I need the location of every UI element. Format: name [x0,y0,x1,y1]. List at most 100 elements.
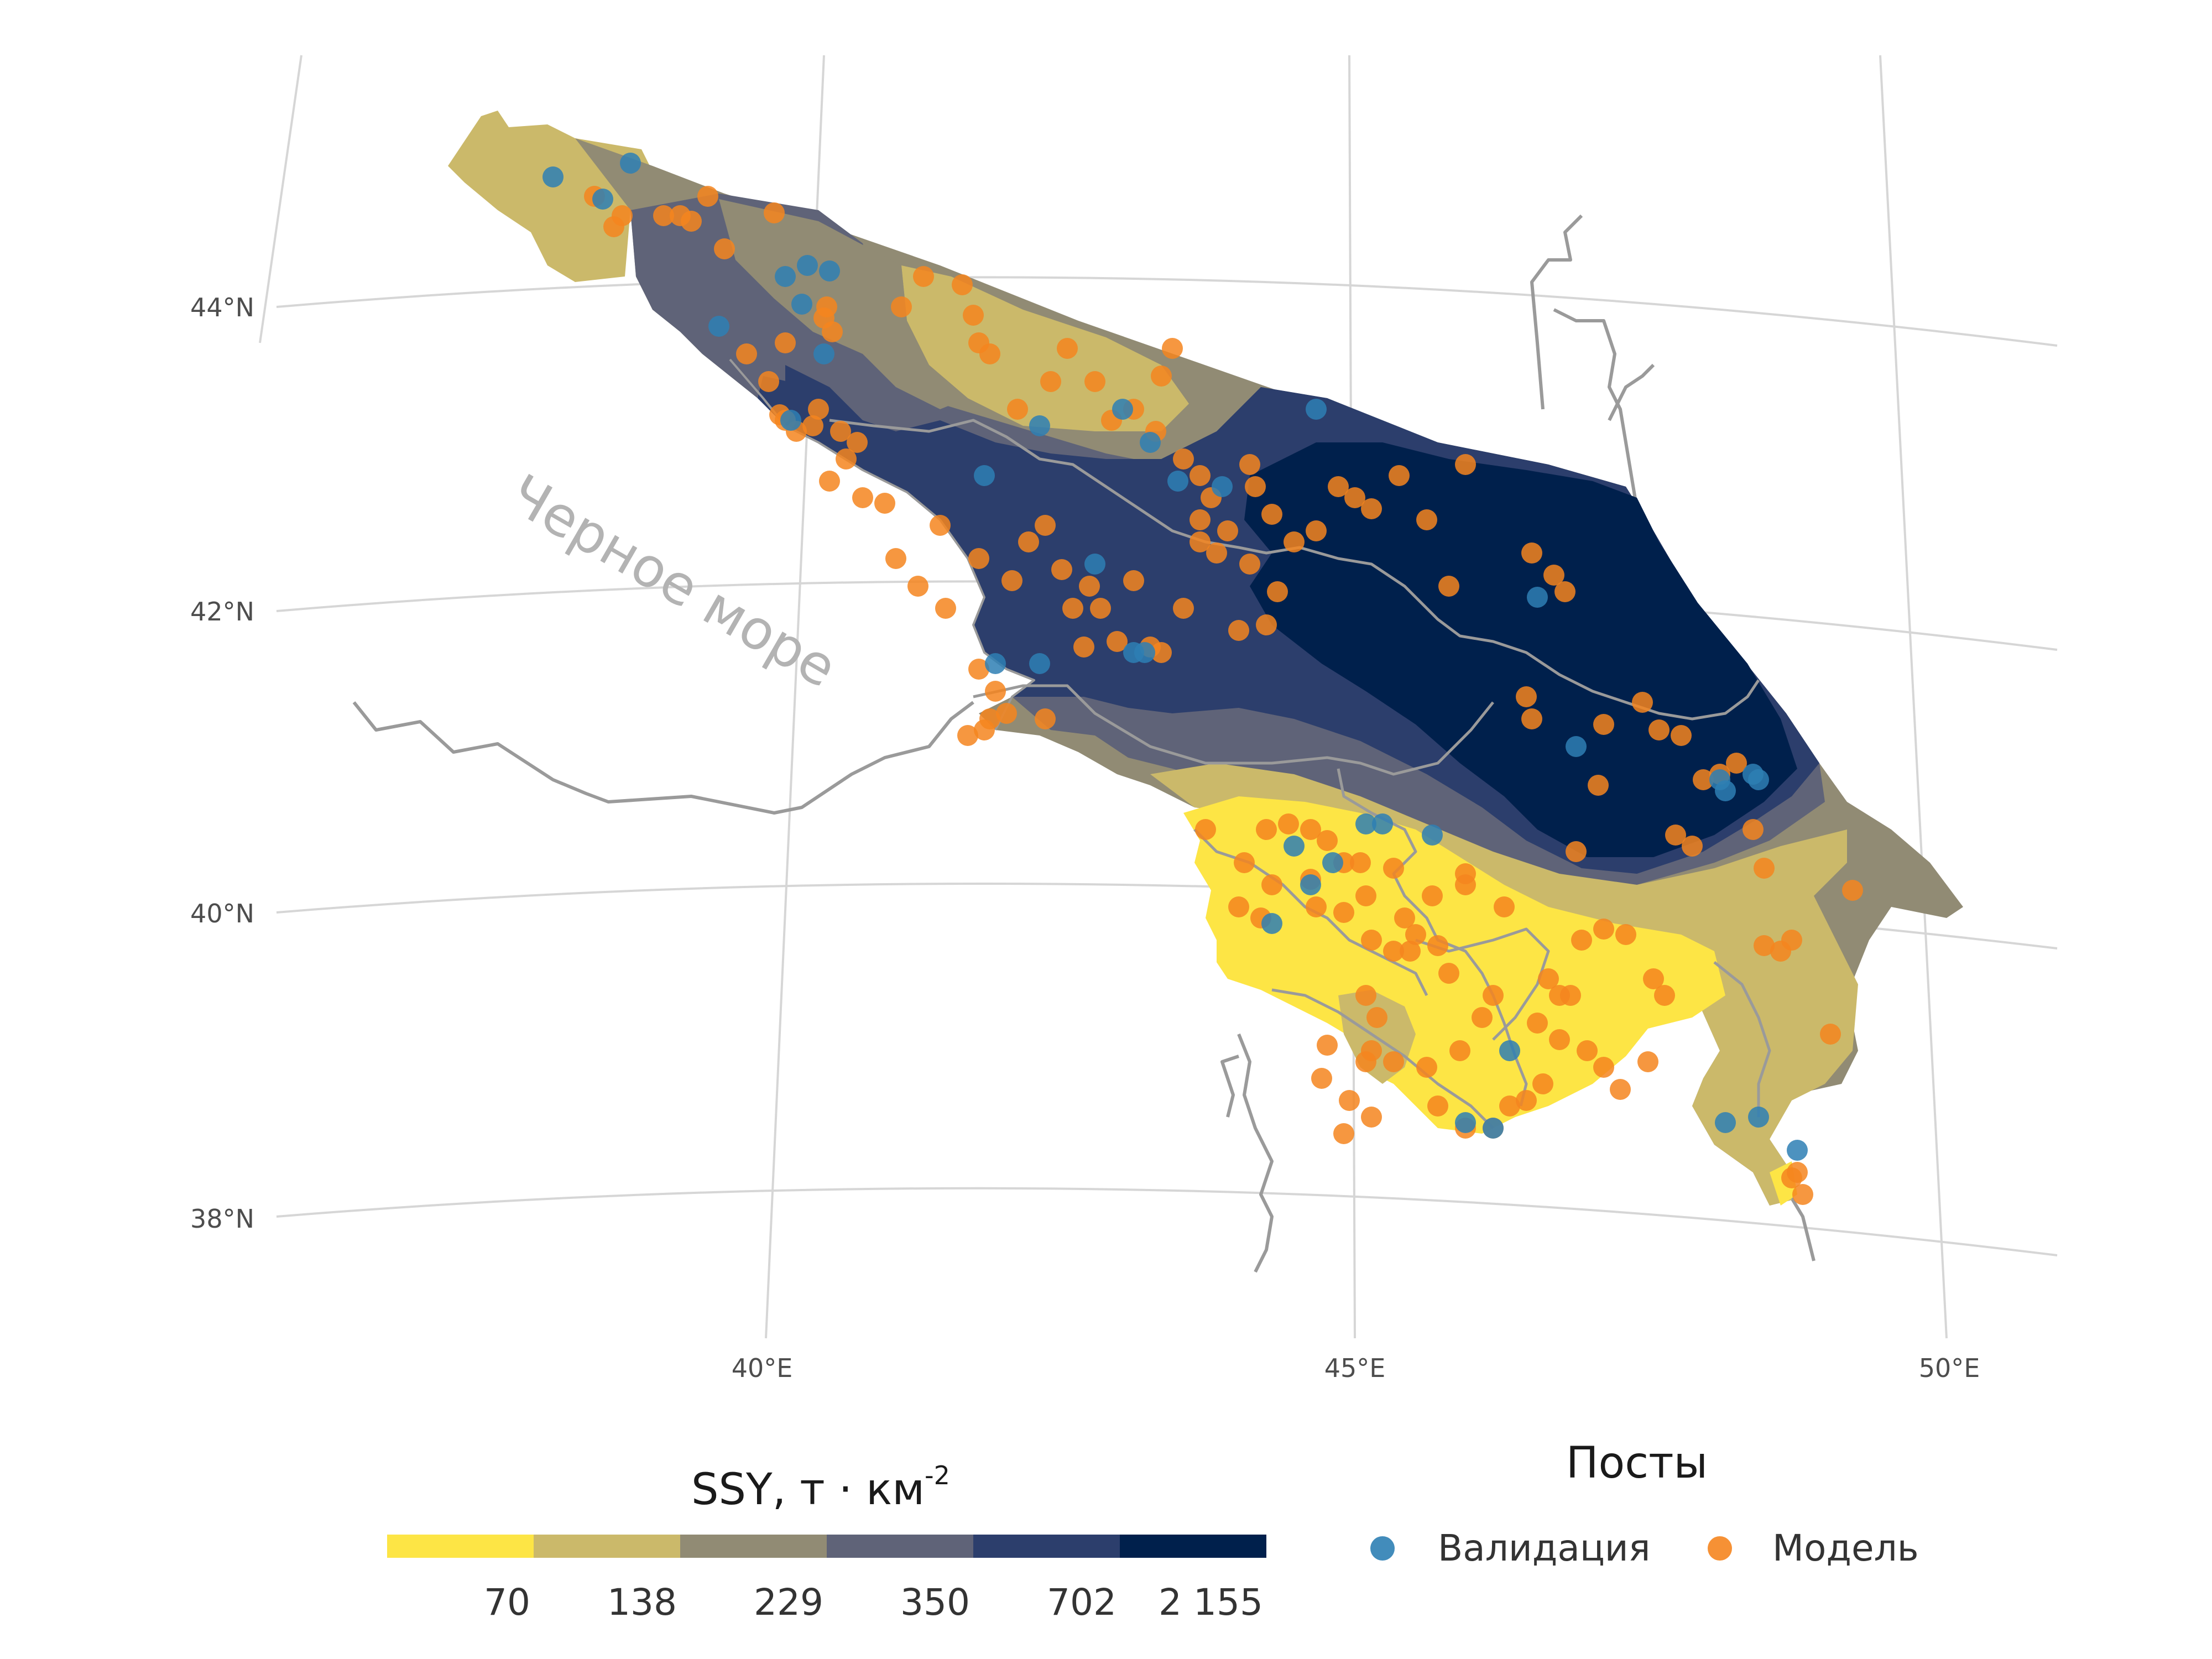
lon-label-40: 40°E [732,1353,793,1383]
karabakh-border [1415,927,1550,1041]
model-legend-marker [1708,1536,1732,1561]
validation-station-point [542,166,564,187]
black-sea-label: Черное море [499,463,847,701]
axis-labels: 44°N 42°N 40°N 38°N 40°E 45°E 50°E [190,293,1980,1383]
model-station-point [1422,885,1443,906]
model-station-point [1084,371,1105,392]
model-station-point [847,432,868,453]
validation-station-point [1422,825,1443,846]
validation-station-point [1715,1112,1736,1133]
validation-station-point [1455,1112,1476,1133]
turkey-coast-border [352,701,974,815]
model-station-point [1516,1090,1537,1111]
model-station-point [1588,775,1609,796]
model-station-point [1361,1040,1382,1061]
ssy-legend-title: SSY, т · км-2 [691,1460,950,1515]
model-station-point [1001,570,1022,591]
model-station-point [758,371,779,392]
validation-station-point [1084,554,1105,575]
model-station-point [1217,520,1238,541]
model-station-point [1206,542,1227,564]
model-station-point [653,205,674,226]
model-station-point [1383,941,1404,962]
model-station-point [1527,1013,1548,1034]
model-station-point [1693,769,1714,790]
model-station-point [963,305,984,326]
model-station-point [1389,465,1410,486]
model-station-point [1079,576,1100,597]
model-station-point [1007,399,1028,420]
model-station-point [1306,520,1327,541]
model-station-point [775,332,796,353]
model-station-point [1355,985,1376,1006]
model-station-point [764,202,785,223]
model-station-point [681,211,702,232]
validation-legend-marker [1370,1536,1395,1561]
model-station-point [1516,686,1537,707]
model-station-point [1173,448,1194,469]
model-station-point [1333,1123,1354,1144]
ssy-swatch-1 [534,1535,680,1558]
model-station-point [1035,708,1056,729]
georgia-southern-border [973,684,1494,776]
model-station-point [1770,941,1791,962]
caspian-north-coast [1553,308,1644,531]
validation-station-point [775,266,796,287]
model-station-point [1018,531,1039,552]
model-station-point [913,266,934,287]
model-station-point [874,493,895,514]
volga-delta-coast [1530,214,1583,410]
validation-station-point [1167,471,1188,492]
model-station-point [736,343,757,364]
model-station-point [1754,858,1775,879]
model-station-point [1455,863,1476,884]
model-station-point [1632,692,1653,713]
model-station-point [1648,719,1670,740]
validation-station-point [1355,813,1376,834]
model-station-point [822,321,843,342]
ssy-swatch-2 [680,1535,827,1558]
meridian-35e [259,55,302,343]
validation-legend-label: Валидация [1438,1527,1650,1569]
model-station-point [808,399,829,420]
model-station-point [891,296,912,317]
model-station-point [1361,930,1382,951]
model-station-point [1438,576,1459,597]
model-station-point [1361,498,1382,519]
model-station-point [1654,985,1675,1006]
model-station-point [1162,338,1183,359]
model-station-point [1610,1079,1631,1100]
model-station-point [979,343,1000,364]
model-station-point [1577,1040,1598,1061]
model-legend-label: Модель [1772,1527,1919,1569]
model-station-point [1151,366,1172,387]
model-station-point [1355,885,1376,906]
model-station-point [985,681,1006,702]
meridian-50e [1879,55,1948,1339]
model-station-point [930,515,951,536]
caspian-coast-2 [1608,363,1655,421]
validation-station-point [1212,476,1233,497]
model-station-point [968,548,989,569]
model-station-point [1317,1035,1338,1056]
model-station-point [1228,620,1249,641]
nakhchivan-border [1271,988,1494,1129]
model-station-point [1416,1057,1437,1078]
validation-station-point [1284,836,1305,857]
model-station-point [1593,714,1614,735]
model-station-point [1195,819,1216,840]
validation-station-point [797,255,818,276]
validation-station-point [592,189,613,210]
model-station-point [802,415,823,436]
ssy-break-labels: 70 138 229 350 702 2 155 [484,1581,1263,1624]
validation-station-point [1322,852,1343,873]
model-station-point [1090,598,1111,619]
model-station-point [1538,968,1559,989]
model-station-point [816,296,837,317]
model-station-point [1333,902,1354,923]
validation-station-point [1372,813,1393,834]
model-station-point [1278,813,1299,834]
model-station-point [603,216,624,237]
model-station-point [1483,985,1504,1006]
model-station-point [1261,874,1282,895]
